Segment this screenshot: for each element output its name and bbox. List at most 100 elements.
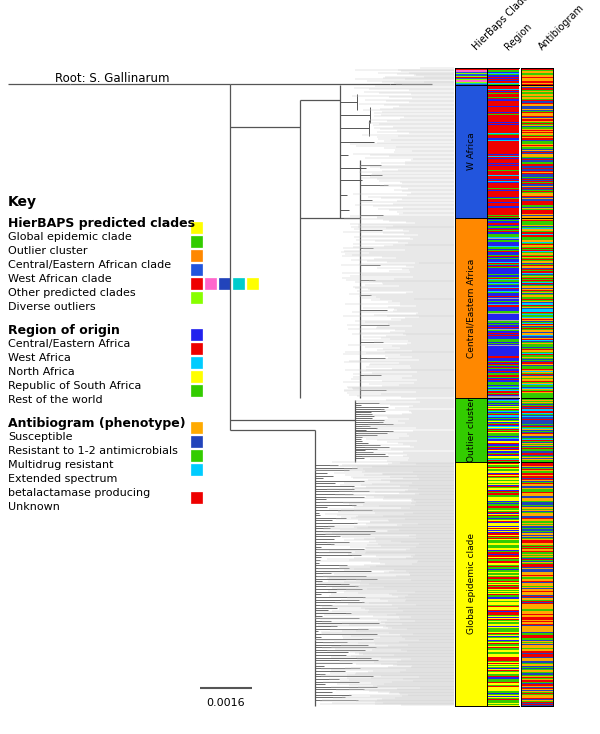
Bar — [521, 376, 553, 377]
Bar — [521, 268, 553, 269]
Bar — [487, 207, 519, 208]
Bar — [521, 217, 553, 219]
Bar — [487, 271, 519, 272]
Bar — [521, 642, 553, 644]
Bar — [455, 280, 487, 282]
Bar — [455, 560, 487, 562]
Bar — [521, 255, 553, 256]
Bar — [521, 191, 553, 192]
Bar — [455, 214, 487, 216]
Bar — [521, 211, 553, 213]
Bar — [487, 90, 519, 92]
Bar — [487, 664, 519, 666]
Bar — [455, 128, 487, 129]
Bar — [455, 362, 487, 363]
Bar — [487, 655, 519, 656]
Bar — [487, 215, 519, 217]
Bar — [455, 701, 487, 702]
Bar — [455, 361, 487, 363]
Bar — [521, 105, 553, 106]
Bar — [521, 418, 553, 420]
Bar — [455, 429, 487, 431]
Bar — [487, 244, 519, 245]
Bar — [487, 377, 519, 379]
Bar — [455, 449, 487, 451]
Bar — [487, 68, 519, 70]
Bar — [487, 363, 519, 365]
Bar — [455, 463, 487, 465]
Bar — [487, 669, 519, 670]
Bar — [455, 363, 487, 365]
Bar — [455, 417, 487, 418]
Bar — [455, 395, 487, 396]
Bar — [455, 348, 487, 349]
Bar — [455, 246, 487, 247]
Bar — [487, 488, 519, 490]
Bar — [455, 256, 487, 258]
Bar — [521, 200, 553, 202]
Bar — [521, 547, 553, 548]
Bar — [521, 486, 553, 487]
Bar — [521, 474, 553, 476]
Bar — [455, 279, 487, 280]
Bar — [487, 279, 519, 280]
Bar — [487, 216, 519, 217]
Bar — [455, 220, 487, 222]
Bar — [455, 527, 487, 528]
Bar — [455, 141, 487, 142]
Bar — [455, 634, 487, 636]
Bar — [521, 124, 553, 126]
Bar — [455, 607, 487, 608]
Bar — [521, 404, 553, 405]
Bar — [521, 159, 553, 161]
Bar — [521, 567, 553, 569]
Bar — [455, 118, 487, 120]
Bar — [487, 465, 519, 467]
Bar — [455, 366, 487, 368]
Bar — [487, 495, 519, 496]
Bar — [487, 698, 519, 700]
Bar — [521, 457, 553, 459]
Bar — [455, 616, 487, 617]
Bar — [521, 221, 553, 222]
Bar — [487, 676, 519, 677]
Bar — [521, 426, 553, 427]
Bar — [455, 146, 487, 148]
Bar — [487, 520, 519, 521]
Bar — [455, 199, 487, 200]
Bar — [487, 577, 519, 578]
Bar — [521, 446, 553, 448]
Bar — [521, 100, 553, 101]
Bar — [487, 134, 519, 136]
Bar — [521, 251, 553, 252]
Bar — [455, 671, 487, 672]
Bar — [487, 374, 519, 376]
Bar — [487, 255, 519, 256]
Bar — [487, 285, 519, 286]
Bar — [521, 96, 553, 98]
Bar — [487, 445, 519, 446]
Bar — [521, 495, 553, 496]
Bar — [521, 548, 553, 550]
Bar — [487, 589, 519, 590]
Bar — [521, 344, 553, 346]
Bar — [487, 646, 519, 647]
Bar — [521, 517, 553, 518]
Bar — [455, 143, 487, 145]
Bar — [455, 486, 487, 487]
Bar — [521, 356, 553, 357]
Bar — [455, 441, 487, 443]
Bar — [487, 274, 519, 275]
Bar — [487, 318, 519, 319]
Bar — [455, 494, 487, 495]
Bar — [455, 399, 487, 401]
Bar — [487, 205, 519, 206]
Bar — [455, 314, 487, 316]
Bar — [521, 323, 553, 324]
Bar — [455, 347, 487, 349]
Bar — [487, 307, 519, 308]
Text: North Africa: North Africa — [8, 367, 75, 377]
Bar — [455, 233, 487, 234]
Bar — [455, 368, 487, 369]
Bar — [521, 329, 553, 330]
